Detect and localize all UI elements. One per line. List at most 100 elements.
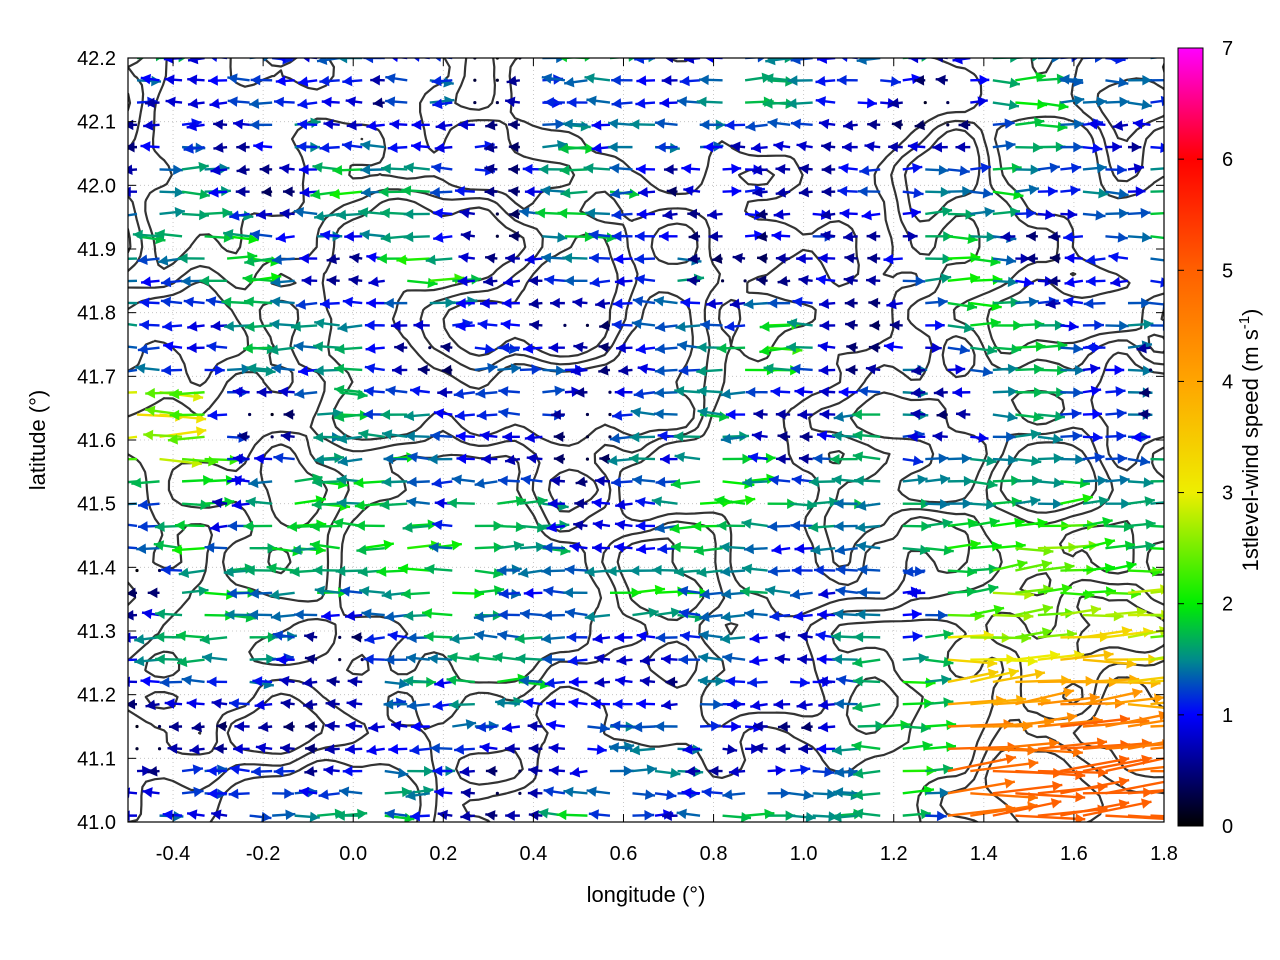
wind-vector (541, 73, 566, 84)
wind-vector (403, 610, 430, 622)
wind-vector (659, 97, 678, 109)
wind-vector (750, 700, 768, 711)
wind-vector (970, 96, 988, 107)
wind-vector (632, 810, 655, 821)
wind-vector (189, 744, 205, 755)
wind-vector (837, 185, 858, 197)
wind-vector (346, 698, 363, 709)
wind-vector (767, 765, 786, 776)
wind-vector (333, 411, 363, 423)
wind-vector (548, 742, 566, 754)
wind-vector (359, 229, 385, 240)
wind-vector (1000, 231, 1016, 242)
wind-vector (947, 518, 978, 529)
wind-vector (387, 630, 408, 642)
wind-vector (186, 342, 205, 354)
wind-vector (844, 252, 858, 264)
wind-vector (853, 475, 881, 486)
wind-vector (902, 275, 926, 287)
wind-vector (136, 543, 160, 555)
wind-vector (842, 120, 858, 131)
wind-vector (952, 58, 971, 65)
wind-vector (635, 496, 656, 508)
wind-vector (390, 720, 408, 731)
wind-vector (347, 676, 363, 687)
wind-vector (384, 808, 408, 820)
wind-vector (857, 97, 877, 109)
wind-vector (992, 140, 1016, 151)
wind-vector (777, 431, 791, 442)
wind-vector (243, 296, 273, 308)
wind-vector (427, 653, 453, 664)
wind-vector (498, 609, 520, 621)
wind-vector (279, 163, 295, 175)
wind-vector (639, 676, 656, 687)
x-tick-label: 0.6 (610, 843, 638, 865)
wind-vector (661, 699, 678, 711)
wind-vector (925, 498, 950, 510)
wind-vector (651, 564, 678, 576)
wind-vector (698, 74, 723, 86)
wind-vector (498, 588, 520, 599)
wind-vector (172, 544, 205, 555)
wind-vector (321, 96, 340, 108)
wind-vector (519, 364, 542, 375)
wind-vector (269, 589, 295, 600)
wind-vector (210, 58, 228, 62)
wind-vector (745, 386, 768, 398)
wind-vector (269, 319, 295, 330)
wind-vector (844, 297, 858, 309)
wind-vector (553, 431, 565, 443)
wind-vector (855, 500, 881, 511)
wind-vector (293, 609, 318, 621)
wind-vector (424, 563, 453, 575)
wind-vector (743, 279, 747, 283)
wind-vector (821, 164, 836, 175)
wind-vector (679, 75, 701, 87)
colorbar: 0 1 2 3 4 5 6 7 1stlevel-wind speed (m s-1) (1177, 38, 1263, 838)
wind-vector (542, 139, 568, 151)
wind-vector (1015, 164, 1041, 176)
wind-vector (846, 342, 858, 353)
wind-vector (769, 610, 791, 622)
wind-vector (476, 721, 498, 733)
wind-vector (722, 789, 746, 800)
wind-vector (363, 386, 385, 397)
wind-vector (157, 747, 162, 751)
wind-vector (902, 230, 918, 242)
wind-vector (1049, 253, 1061, 264)
wind-vector (497, 363, 522, 374)
wind-vector (714, 495, 746, 506)
wind-vector (816, 743, 836, 755)
wind-vector (473, 78, 477, 82)
wind-vector (767, 787, 791, 799)
wind-vector (518, 675, 543, 687)
wind-vector (883, 253, 903, 265)
wind-vector (722, 811, 752, 822)
wind-vector (476, 410, 498, 421)
wind-vector (1082, 610, 1124, 622)
wind-vector (655, 321, 678, 333)
wind-vector (261, 186, 273, 198)
wind-vector (1107, 58, 1128, 64)
wind-vector (1150, 814, 1164, 818)
wind-vector (431, 75, 453, 87)
wind-vector (869, 320, 881, 331)
wind-vector (128, 368, 138, 373)
wind-vector (259, 164, 273, 175)
wind-vector (372, 97, 385, 109)
wind-vector (1105, 208, 1129, 219)
wind-vector (947, 719, 1014, 730)
wind-vector (147, 766, 160, 777)
wind-vector (562, 118, 588, 130)
wind-vector (144, 97, 160, 109)
wind-vector (1150, 634, 1164, 639)
wind-vector (256, 386, 273, 398)
wind-vector (391, 58, 408, 63)
wind-vector (460, 230, 475, 241)
wind-vector (720, 566, 746, 577)
wind-vector (1127, 141, 1142, 153)
wind-vector (615, 675, 633, 687)
wind-vector (655, 632, 678, 643)
wind-vector (790, 58, 813, 65)
